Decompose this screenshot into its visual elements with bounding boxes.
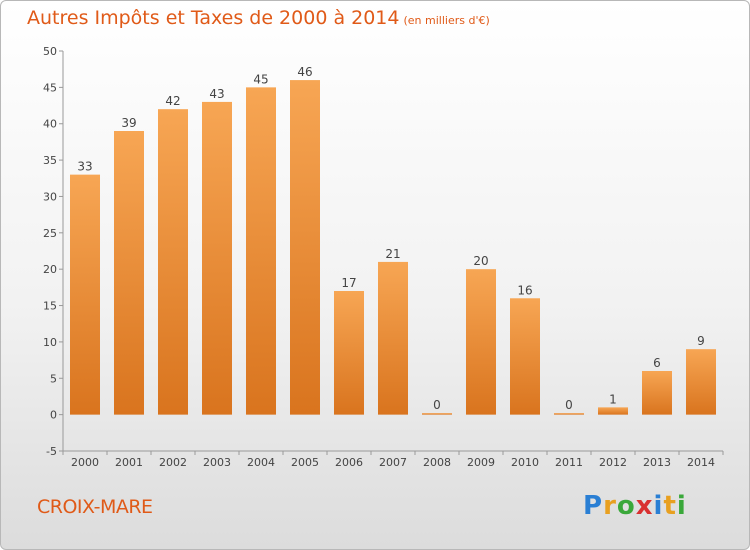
chart-bars: [70, 80, 716, 415]
x-tick-label: 2006: [335, 456, 363, 469]
y-tick-label: 50: [43, 45, 57, 58]
x-tick-label: 2010: [511, 456, 539, 469]
bar-2012: [598, 407, 628, 415]
y-tick-label: 20: [43, 263, 57, 276]
data-label-2012: 1: [609, 392, 617, 406]
chart-title-text: Autres Impôts et Taxes de 2000 à 2014: [27, 7, 400, 29]
x-tick-label: 2001: [115, 456, 143, 469]
x-tick-label: 2014: [687, 456, 715, 469]
y-tick-label: -5: [46, 445, 57, 458]
x-tick-label: 2013: [643, 456, 671, 469]
data-label-2013: 6: [653, 356, 661, 370]
x-tick-label: 2012: [599, 456, 627, 469]
commune-name: CROIX-MARE: [37, 496, 153, 518]
x-tick-label: 2002: [159, 456, 187, 469]
bar-2011: [554, 413, 584, 415]
y-tick-label: 5: [50, 372, 57, 385]
data-label-2007: 21: [385, 247, 400, 261]
x-tick-label: 2000: [71, 456, 99, 469]
bar-2005: [290, 80, 320, 415]
y-tick-label: 10: [43, 336, 57, 349]
data-label-2000: 33: [77, 160, 92, 174]
y-tick-label: 40: [43, 118, 57, 131]
bar-2013: [642, 371, 672, 415]
x-tick-label: 2003: [203, 456, 231, 469]
x-tick-label: 2005: [291, 456, 319, 469]
y-tick-label: 15: [43, 300, 57, 313]
data-label-2002: 42: [165, 94, 180, 108]
x-tick-label: 2008: [423, 456, 451, 469]
chart-title: Autres Impôts et Taxes de 2000 à 2014 (en…: [27, 7, 490, 29]
data-label-2005: 46: [297, 65, 312, 79]
bar-2007: [378, 261, 408, 415]
y-tick-label: 35: [43, 154, 57, 167]
x-tick-label: 2007: [379, 456, 407, 469]
y-tick-label: 45: [43, 81, 57, 94]
bar-2001: [114, 131, 144, 415]
y-tick-label: 25: [43, 227, 57, 240]
data-label-2010: 16: [517, 283, 532, 297]
bar-2003: [202, 101, 232, 415]
data-label-2003: 43: [209, 87, 224, 101]
y-tick-label: 0: [50, 409, 57, 422]
data-label-2011: 0: [565, 398, 573, 412]
data-label-2004: 45: [253, 72, 268, 86]
x-tick-label: 2004: [247, 456, 275, 469]
bar-2010: [510, 298, 540, 415]
bar-2014: [686, 349, 716, 415]
y-tick-label: 30: [43, 190, 57, 203]
data-label-2001: 39: [121, 116, 136, 130]
bar-2009: [466, 269, 496, 415]
chart-subtitle: (en milliers d'€): [403, 14, 490, 27]
bar-2006: [334, 291, 364, 415]
data-label-2008: 0: [433, 398, 441, 412]
data-label-2006: 17: [341, 276, 356, 290]
x-tick-label: 2009: [467, 456, 495, 469]
bar-2004: [246, 87, 276, 415]
proxiti-logo: Proxiti: [583, 491, 687, 521]
data-label-2014: 9: [697, 334, 705, 348]
bar-2008: [422, 413, 452, 415]
x-tick-label: 2011: [555, 456, 583, 469]
data-label-2009: 20: [473, 254, 488, 268]
bar-2002: [158, 109, 188, 415]
bar-2000: [70, 174, 100, 415]
